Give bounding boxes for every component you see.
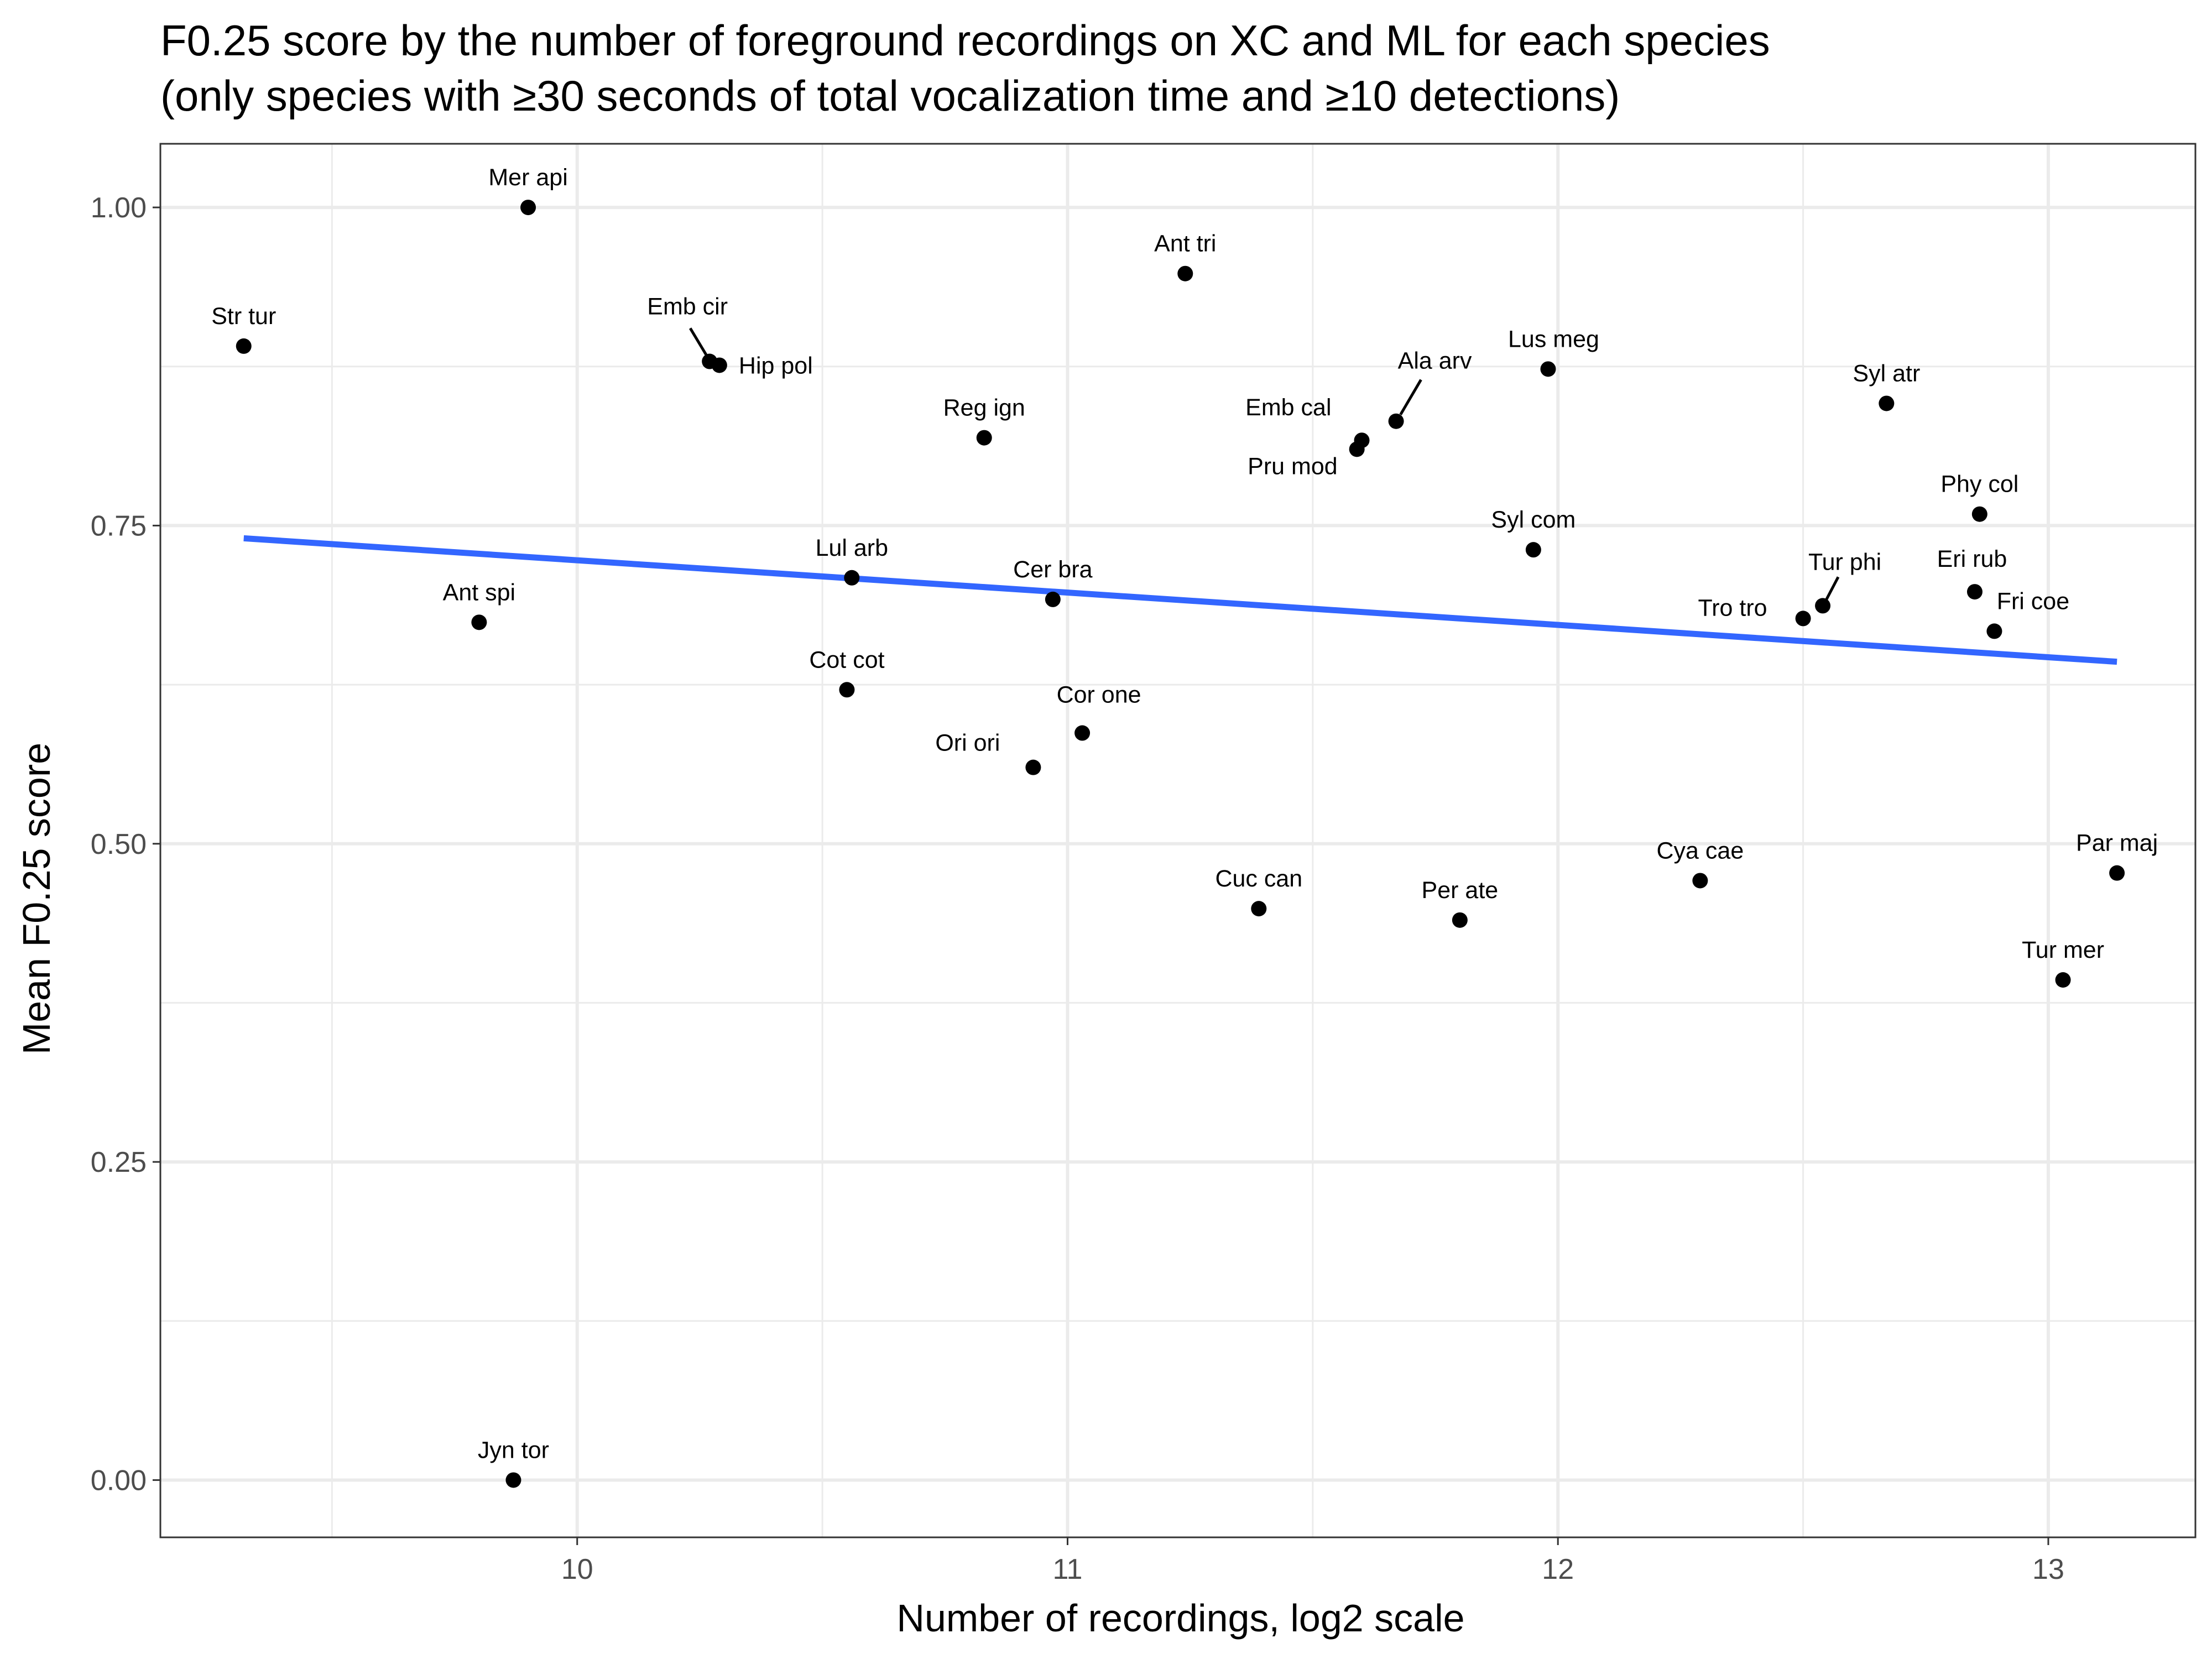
point-label: Per ate bbox=[1422, 877, 1499, 904]
point-label: Tro tro bbox=[1698, 594, 1767, 621]
point-labels: Mer api Str tur Ant spi Jyn tor Emb cir Hip p… bbox=[211, 164, 2158, 1463]
data-point bbox=[1452, 912, 1468, 928]
chart-subtitle: (only species with ≥30 seconds of total … bbox=[160, 71, 1620, 120]
point-label: Phy col bbox=[1940, 471, 2018, 498]
x-tick-label: 13 bbox=[2032, 1553, 2064, 1585]
y-tick-label: 1.00 bbox=[91, 192, 147, 224]
data-point bbox=[1525, 542, 1541, 558]
data-point bbox=[1045, 591, 1061, 607]
point-label: Eri rub bbox=[1937, 546, 2007, 572]
data-point bbox=[1388, 413, 1404, 429]
point-label: Cot cot bbox=[809, 646, 884, 673]
data-point bbox=[839, 682, 855, 698]
data-point bbox=[2109, 865, 2125, 881]
grid-lines bbox=[160, 144, 2195, 1537]
x-axis-title: Number of recordings, log2 scale bbox=[896, 1597, 1464, 1640]
point-label: Emb cir bbox=[647, 294, 728, 320]
data-point bbox=[1879, 395, 1895, 411]
point-label: Cuc can bbox=[1215, 865, 1302, 892]
point-label: Syl atr bbox=[1853, 360, 1920, 387]
data-points bbox=[236, 200, 2125, 1488]
chart-title: F0.25 score by the number of foreground … bbox=[160, 16, 1770, 65]
point-label: Pru mod bbox=[1248, 453, 1338, 479]
data-point bbox=[711, 357, 727, 373]
plot-panel bbox=[160, 144, 2195, 1537]
data-point bbox=[520, 200, 536, 216]
panel-border bbox=[159, 143, 2197, 1538]
x-tick-label: 12 bbox=[1542, 1553, 1574, 1585]
label-leader-line bbox=[1824, 576, 1840, 601]
point-label: Ala arv bbox=[1398, 348, 1472, 374]
data-point bbox=[1354, 432, 1370, 448]
trend-line bbox=[243, 535, 2117, 665]
data-point bbox=[1540, 361, 1556, 377]
point-label: Hip pol bbox=[739, 352, 813, 379]
label-leader-line bbox=[689, 327, 708, 357]
point-label: Mer api bbox=[488, 164, 567, 191]
point-label: Jyn tor bbox=[478, 1437, 549, 1463]
point-label: Reg ign bbox=[943, 395, 1025, 421]
data-point bbox=[1986, 623, 2002, 639]
data-point bbox=[2055, 972, 2071, 988]
y-tick-label: 0.25 bbox=[91, 1146, 147, 1178]
point-label: Syl com bbox=[1491, 507, 1575, 533]
data-point bbox=[844, 570, 860, 586]
y-tick-label: 0.75 bbox=[91, 510, 147, 542]
point-label: Ori ori bbox=[935, 730, 1000, 757]
data-point bbox=[976, 430, 992, 446]
point-label: Cor one bbox=[1057, 682, 1141, 708]
data-point bbox=[1795, 611, 1811, 627]
point-label: Par maj bbox=[2076, 830, 2158, 857]
label-leader-line bbox=[1399, 379, 1422, 415]
point-label: Fri coe bbox=[1997, 588, 2069, 614]
point-label: Cer bra bbox=[1013, 556, 1092, 583]
data-point bbox=[1251, 901, 1267, 917]
data-point bbox=[505, 1472, 521, 1488]
point-label: Ant spi bbox=[443, 579, 515, 606]
y-tick-label: 0.50 bbox=[91, 828, 147, 860]
x-tick-label: 10 bbox=[561, 1553, 593, 1585]
point-label: Str tur bbox=[211, 303, 276, 330]
trend-line-layer bbox=[243, 535, 2117, 665]
y-axis-title: Mean F0.25 score bbox=[15, 743, 58, 1055]
data-point bbox=[1815, 598, 1831, 614]
point-label: Ant tri bbox=[1154, 231, 1216, 257]
data-point bbox=[1177, 265, 1193, 281]
data-point bbox=[1074, 725, 1091, 741]
data-point bbox=[1692, 873, 1708, 889]
point-label: Lus meg bbox=[1508, 326, 1599, 352]
point-label: Emb cal bbox=[1245, 394, 1331, 421]
axes: 10 11 12 13 0.00 0.25 0.50 0.75 1.00 bbox=[91, 143, 2197, 1585]
label-leader-lines bbox=[689, 327, 1840, 601]
point-label: Cya cae bbox=[1657, 837, 1744, 864]
point-label: Tur phi bbox=[1808, 549, 1881, 575]
data-point bbox=[236, 338, 252, 354]
data-point bbox=[1966, 584, 1983, 600]
point-label: Tur mer bbox=[2022, 937, 2104, 963]
point-label: Lul arb bbox=[816, 535, 888, 561]
panel-background bbox=[160, 144, 2195, 1537]
y-tick-label: 0.00 bbox=[91, 1464, 147, 1496]
x-tick-label: 11 bbox=[1052, 1553, 1082, 1585]
data-point bbox=[471, 614, 487, 630]
data-point bbox=[1025, 759, 1041, 775]
data-point bbox=[1971, 506, 1987, 522]
